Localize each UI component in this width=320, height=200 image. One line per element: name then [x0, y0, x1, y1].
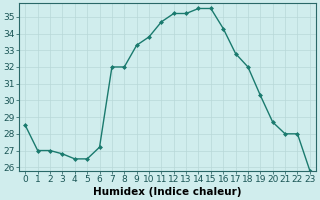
X-axis label: Humidex (Indice chaleur): Humidex (Indice chaleur)	[93, 187, 242, 197]
